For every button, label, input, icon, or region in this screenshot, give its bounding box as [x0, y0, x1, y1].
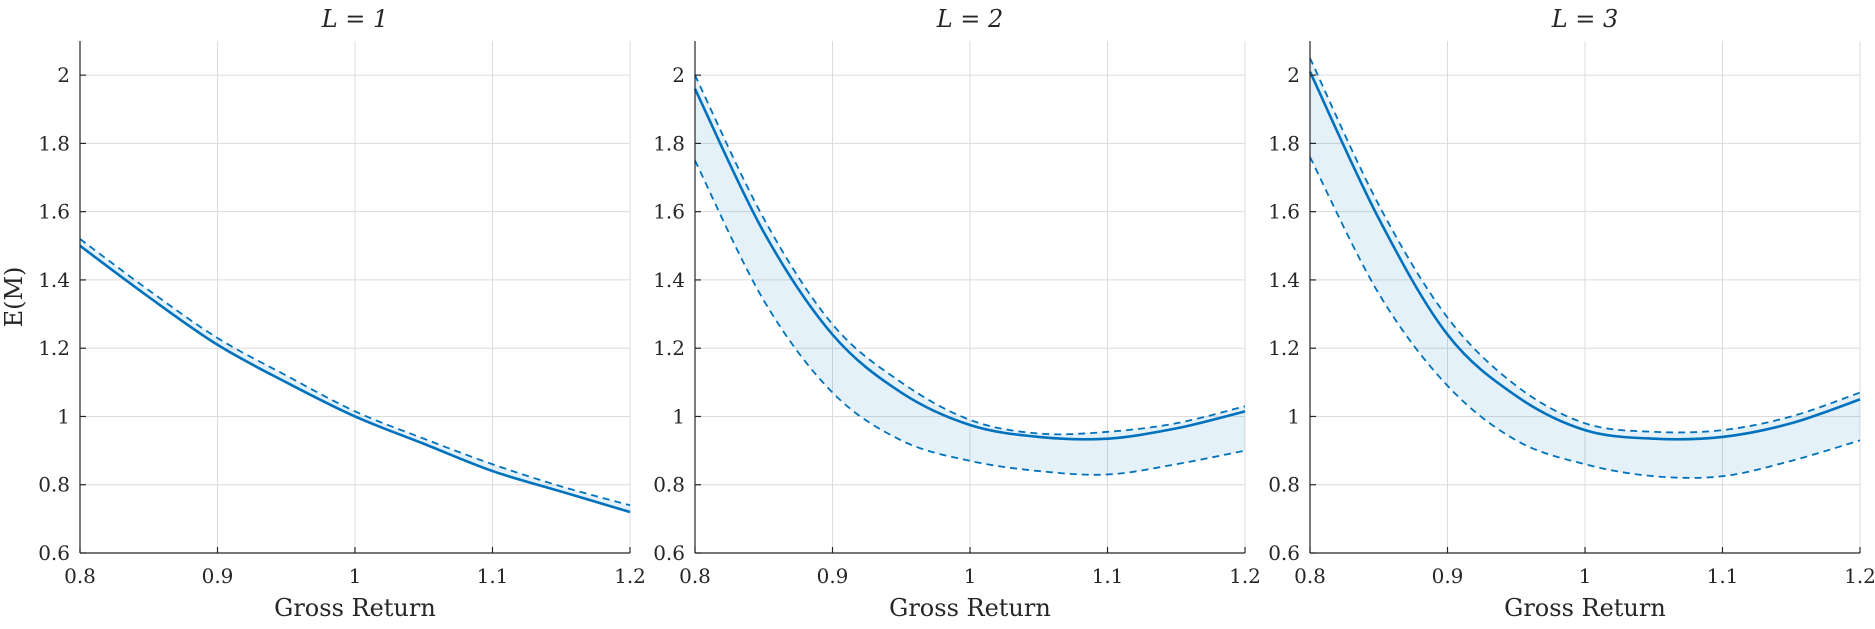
y-tick-label: 1: [672, 404, 685, 428]
chart-panel-1: 0.8 0.9 1 1.1 1.20.60.811.21.41.61.82L = 1Gr…: [0, 5, 646, 622]
y-tick-label: 0.8: [653, 473, 685, 497]
series-line-upper: [79, 238, 631, 507]
panel-title: L = 2: [936, 5, 1004, 33]
panel-title: L = 1: [321, 5, 389, 33]
x-tick-label: 0.9: [1432, 564, 1464, 588]
y-tick-label: 1: [1287, 404, 1300, 428]
y-tick-label: 1.4: [653, 268, 685, 292]
y-tick-label: 0.6: [1268, 541, 1300, 565]
y-tick-label: 1.2: [1268, 336, 1300, 360]
y-tick-label: 0.6: [653, 541, 685, 565]
series-line-upper: [694, 74, 1246, 436]
series-line-estimate: [693, 88, 1246, 441]
x-tick-label: 0.8: [64, 564, 96, 588]
x-tick-label: 0.9: [202, 564, 234, 588]
x-tick-label: 1: [1579, 564, 1592, 588]
x-tick-label: 1: [964, 564, 977, 588]
y-tick-label: 1.6: [653, 200, 685, 224]
series-line-lower: [694, 160, 1246, 476]
chart-panel-3: 0.8 0.9 1 1.1 1.20.60.811.21.41.61.82L = 3Gr…: [1268, 5, 1875, 622]
x-tick-label: 1.2: [1844, 564, 1875, 588]
series-line-lower: [79, 245, 631, 513]
confidence-band: [695, 75, 1245, 475]
x-tick-label: 1.1: [1707, 564, 1739, 588]
chart-panel-2: 0.8 0.9 1 1.1 1.20.60.811.21.41.61.82L = 2Gr…: [653, 5, 1261, 622]
x-axis-label: Gross Return: [1504, 594, 1666, 622]
x-tick-label: 1.2: [1229, 564, 1261, 588]
series-line-upper: [1309, 57, 1861, 434]
y-tick-label: 1.8: [1268, 131, 1300, 155]
x-axis-label: Gross Return: [889, 594, 1051, 622]
x-tick-label: 1.1: [477, 564, 509, 588]
y-tick-label: 0.8: [38, 473, 70, 497]
y-tick-label: 1.2: [653, 336, 685, 360]
y-tick-label: 0.8: [1268, 473, 1300, 497]
y-tick-label: 1.2: [38, 336, 70, 360]
y-tick-label: 1.8: [38, 131, 70, 155]
confidence-band: [1310, 58, 1860, 478]
y-tick-label: 1.6: [1268, 200, 1300, 224]
x-tick-label: 1.2: [614, 564, 646, 588]
series-line-estimate: [1308, 71, 1861, 441]
x-tick-label: 0.9: [817, 564, 849, 588]
x-tick-label: 0.8: [679, 564, 711, 588]
y-axis-label: E(M): [0, 267, 28, 328]
y-tick-label: 2: [57, 63, 70, 87]
x-tick-label: 1.1: [1092, 564, 1124, 588]
x-tick-label: 1: [349, 564, 362, 588]
series-line-lower: [1309, 156, 1861, 479]
y-tick-label: 1.4: [1268, 268, 1300, 292]
y-tick-label: 2: [672, 63, 685, 87]
y-tick-label: 1.8: [653, 131, 685, 155]
x-tick-label: 0.8: [1294, 564, 1326, 588]
y-tick-label: 1.6: [38, 200, 70, 224]
x-axis-label: Gross Return: [274, 594, 436, 622]
y-tick-label: 0.6: [38, 541, 70, 565]
panel-title: L = 3: [1551, 5, 1619, 33]
y-tick-label: 1.4: [38, 268, 70, 292]
y-tick-label: 2: [1287, 63, 1300, 87]
y-tick-label: 1: [57, 404, 70, 428]
